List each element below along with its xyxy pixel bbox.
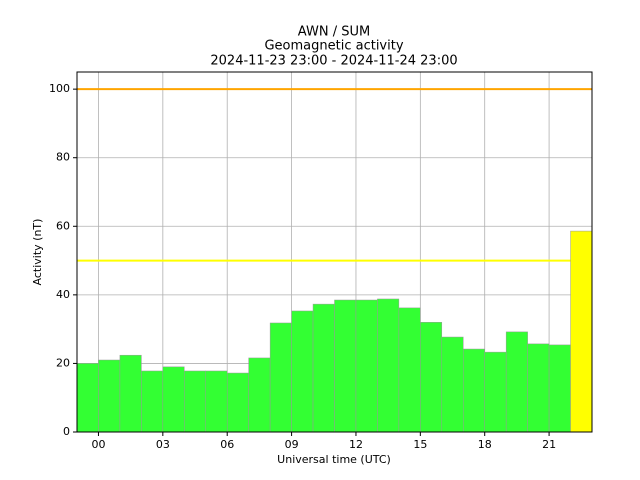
bar bbox=[420, 322, 443, 433]
y-tick-label: 20 bbox=[56, 356, 70, 369]
x-tick-label: 15 bbox=[413, 438, 427, 451]
bar bbox=[484, 351, 507, 433]
bar bbox=[548, 344, 571, 433]
x-tick-label: 12 bbox=[349, 438, 363, 451]
bar bbox=[441, 336, 464, 433]
chart-title: AWN / SUM bbox=[298, 25, 370, 40]
plot-frame bbox=[76, 71, 593, 433]
y-axis-label: Activity (nT) bbox=[31, 219, 44, 286]
x-tick-label: 00 bbox=[91, 438, 105, 451]
y-tick-label: 0 bbox=[63, 425, 70, 438]
bar bbox=[398, 307, 421, 433]
bar bbox=[570, 230, 593, 433]
chart-subtitle: Geomagnetic activity bbox=[264, 39, 403, 54]
bar bbox=[377, 298, 400, 433]
x-tick-label: 09 bbox=[285, 438, 299, 451]
bar bbox=[205, 370, 228, 433]
bar bbox=[527, 343, 550, 433]
x-tick-label: 21 bbox=[542, 438, 556, 451]
y-tick-label: 40 bbox=[56, 288, 70, 301]
bar bbox=[463, 348, 485, 433]
bar bbox=[312, 303, 335, 433]
bar bbox=[269, 322, 292, 433]
bar bbox=[226, 372, 249, 433]
x-axis-label: Universal time (UTC) bbox=[277, 453, 391, 466]
bar bbox=[76, 363, 99, 433]
y-tick-label: 100 bbox=[49, 82, 70, 95]
bar bbox=[162, 366, 185, 433]
x-tick-label: 06 bbox=[220, 438, 234, 451]
bar bbox=[184, 370, 207, 433]
bar bbox=[119, 354, 142, 433]
x-tick-label: 03 bbox=[156, 438, 170, 451]
y-tick-label: 80 bbox=[56, 151, 70, 164]
bar bbox=[291, 310, 314, 433]
chart-date-range: 2024-11-23 23:00 - 2024-11-24 23:00 bbox=[210, 54, 457, 69]
bar bbox=[505, 331, 528, 433]
y-tick-label: 60 bbox=[56, 219, 70, 232]
bar bbox=[355, 299, 378, 433]
x-tick-label: 18 bbox=[478, 438, 492, 451]
bar bbox=[248, 357, 271, 433]
bar bbox=[141, 370, 164, 433]
bar bbox=[98, 359, 121, 433]
bar bbox=[334, 299, 357, 433]
